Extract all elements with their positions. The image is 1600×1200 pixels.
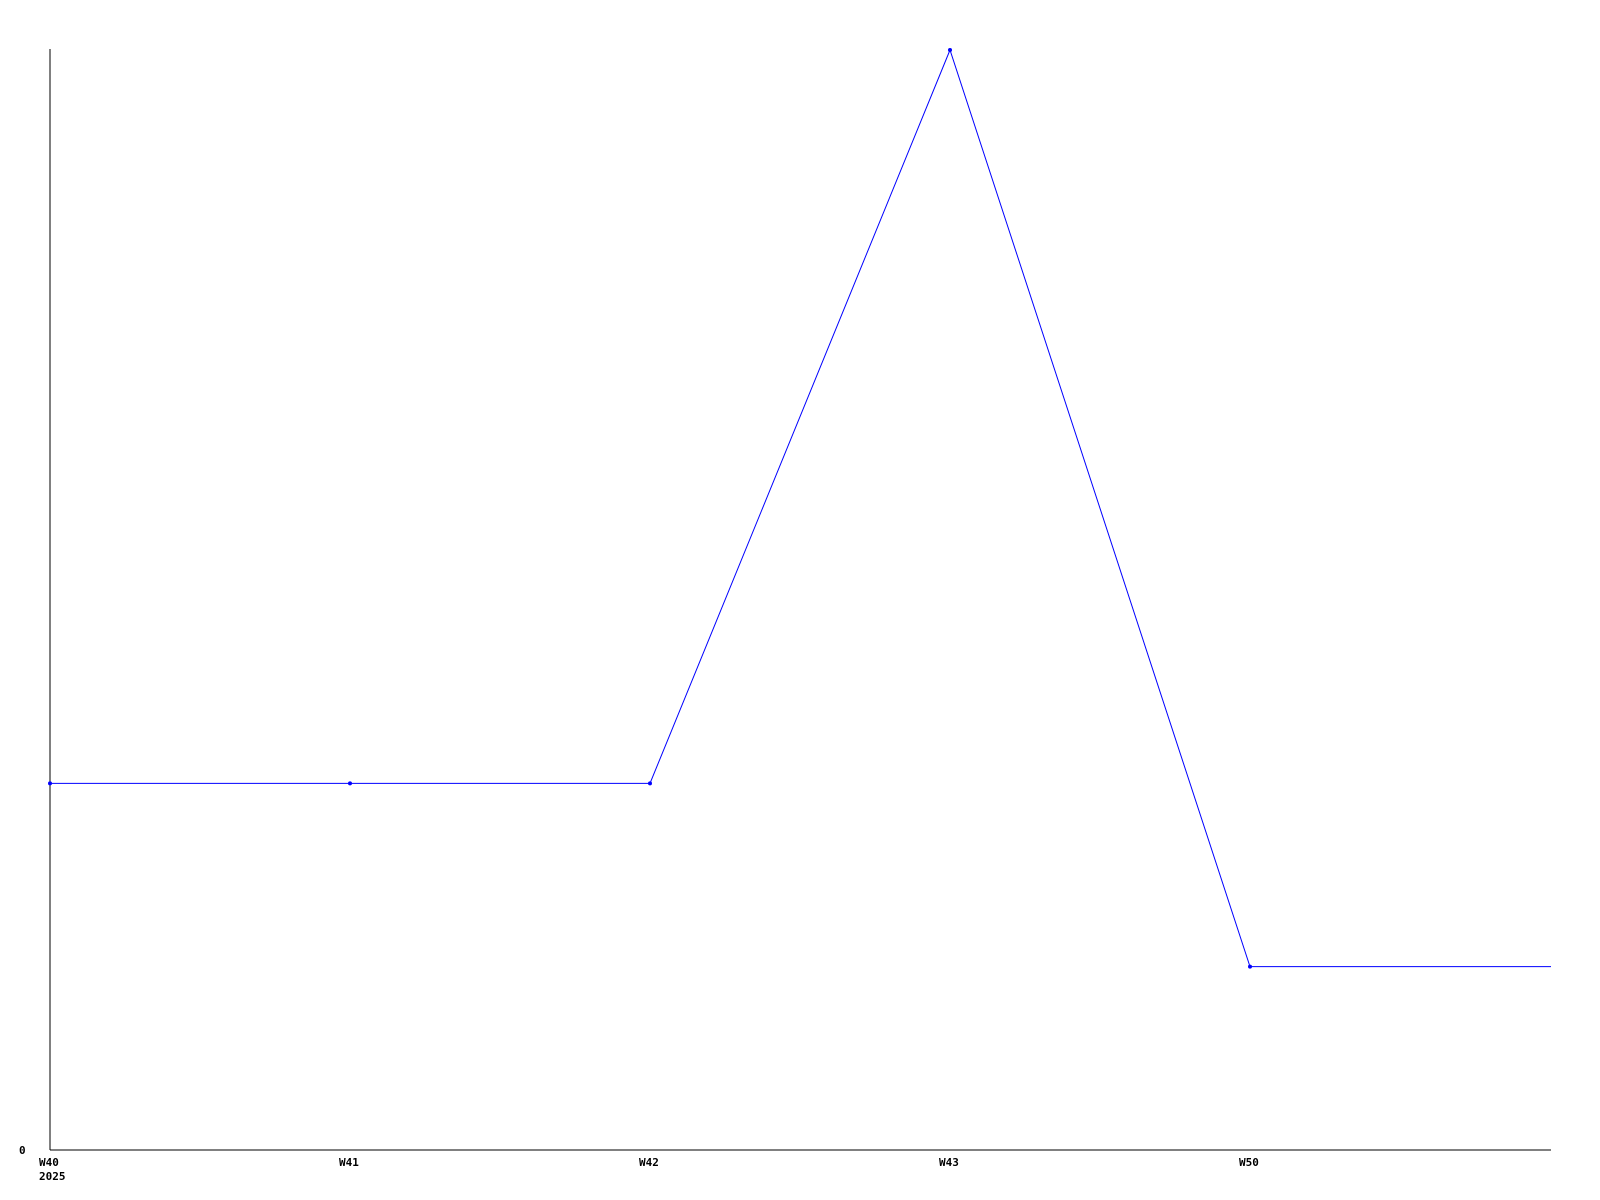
x-tick-label-W42: W42 xyxy=(639,1156,659,1169)
data-point-W42 xyxy=(648,781,652,786)
x-tick-label-W41: W41 xyxy=(339,1156,359,1169)
x-tick-label-W43: W43 xyxy=(939,1156,959,1169)
y-tick-label-0: 0 xyxy=(19,1144,26,1157)
series-line xyxy=(50,48,1551,968)
x-tick-label-W40: W40 xyxy=(39,1156,59,1169)
data-point-W50 xyxy=(1248,964,1252,969)
x-sublabel-year: 2025 xyxy=(39,1170,66,1183)
x-tick-label-W50: W50 xyxy=(1239,1156,1259,1169)
data-point-W43 xyxy=(948,48,952,52)
data-point-W40 xyxy=(48,781,52,786)
data-point-W41 xyxy=(348,781,352,786)
